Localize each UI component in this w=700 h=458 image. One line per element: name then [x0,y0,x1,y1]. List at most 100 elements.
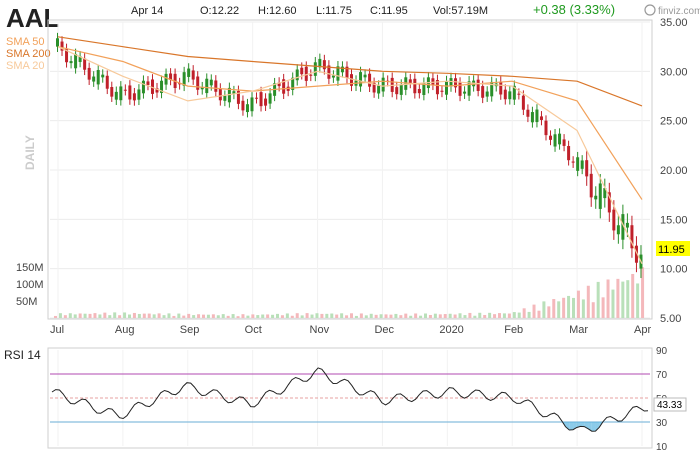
volume-bar [616,278,620,318]
rsi-current-bg [653,397,687,412]
candle-body [60,41,64,51]
volume-bar [542,301,546,318]
volume-bar [261,314,265,318]
volume-bar [562,297,566,318]
candle-body [381,77,385,92]
candle-body [481,86,485,98]
volume-bar [394,313,398,318]
volume-tick-label: 150M [16,262,44,274]
volume-bar [206,314,210,318]
volume-bar [547,306,551,318]
candle-body [594,195,598,200]
candle-body [78,56,82,62]
volume-bar [601,297,605,318]
volume-tick-label: 100M [16,279,44,291]
volume-bar [305,313,309,318]
volume-bar [315,313,319,318]
volume-bar [448,313,452,318]
x-tick-label: Nov [310,324,330,336]
candle-body [612,209,616,231]
volume-bar [340,313,344,318]
candle-body [160,80,164,93]
volume-bar [626,280,630,318]
volume-bar [502,313,506,318]
volume-bar [202,314,205,318]
volume-bar [409,315,413,318]
volume-bar [507,313,511,318]
volume-bar [197,314,201,318]
candle-body [101,74,105,78]
volume-bar [527,311,531,318]
volume-bar [557,301,561,318]
x-tick-label: Mar [569,324,588,336]
volume-bar [463,315,467,318]
volume-bar [636,283,640,318]
rsi-fill-segment [565,422,570,431]
volume-bar [152,314,156,318]
candle-body [454,78,458,88]
x-tick-label: Aug [115,324,135,336]
volume-bar [414,313,418,318]
sma-line [57,46,643,200]
volume-bar [113,312,117,318]
candle-body [209,79,213,86]
volume-bar [226,315,230,318]
finviz-logo[interactable]: finviz.com [644,4,700,17]
candle-body [422,82,426,95]
candle-body [96,70,100,85]
x-axis: Jul Aug Sep Oct Nov Dec 2020 Feb Mar Apr [50,324,651,446]
current-price-text: 11.95 [658,244,685,256]
candle-body [350,74,353,86]
volume-bar [290,315,294,318]
volume-bar [433,313,437,318]
sma-line [57,46,643,264]
candle-body [368,73,372,87]
volume-bar [54,315,57,318]
volume-bar [68,313,72,318]
price-tick-label: 20.00 [660,165,688,177]
candle-body [625,222,629,228]
volume-bar [118,315,122,318]
candle-body [517,93,521,95]
candle-body [585,160,589,177]
legend-sma50: SMA 50 [6,36,45,48]
price-grid [50,21,650,319]
volume-bar [241,314,245,318]
candle-body [463,91,467,94]
candle-body [417,88,421,94]
rsi-fill-segment [591,422,596,432]
volume-axis: 150M 100M 50M [16,262,44,308]
volume-bar [98,314,102,318]
candle-body [128,85,132,100]
price-frame [47,19,653,320]
volume-bar [221,314,225,318]
header-open: O:12.22 [200,5,239,17]
candle-body [309,74,313,76]
candle-body [182,72,186,86]
volume-bar [93,313,97,318]
candle-body [92,76,96,82]
finviz-logo-icon [644,4,656,16]
candle-body [503,89,507,100]
current-price-badge: 11.95 [656,241,690,256]
price-tick-label: 25.00 [660,116,688,128]
candle-body [345,66,349,79]
volume-bar [58,313,62,318]
header-date: Apr 14 [131,5,163,17]
price-axis: 35.00 30.00 25.00 20.00 15.00 10.00 5.00 [660,17,688,325]
candle-body [236,90,240,104]
candle-body [264,98,268,106]
candle-body [435,80,439,95]
candle-body [146,81,150,85]
candle-body [467,81,471,96]
volume-bar [399,315,403,318]
volume-bar [128,314,131,318]
candle-body [444,81,448,95]
current-price-bg [656,241,690,256]
candle-body [119,86,123,101]
volume-bar [162,315,166,318]
header-close: C:11.95 [370,5,408,17]
candle-body [178,83,182,85]
